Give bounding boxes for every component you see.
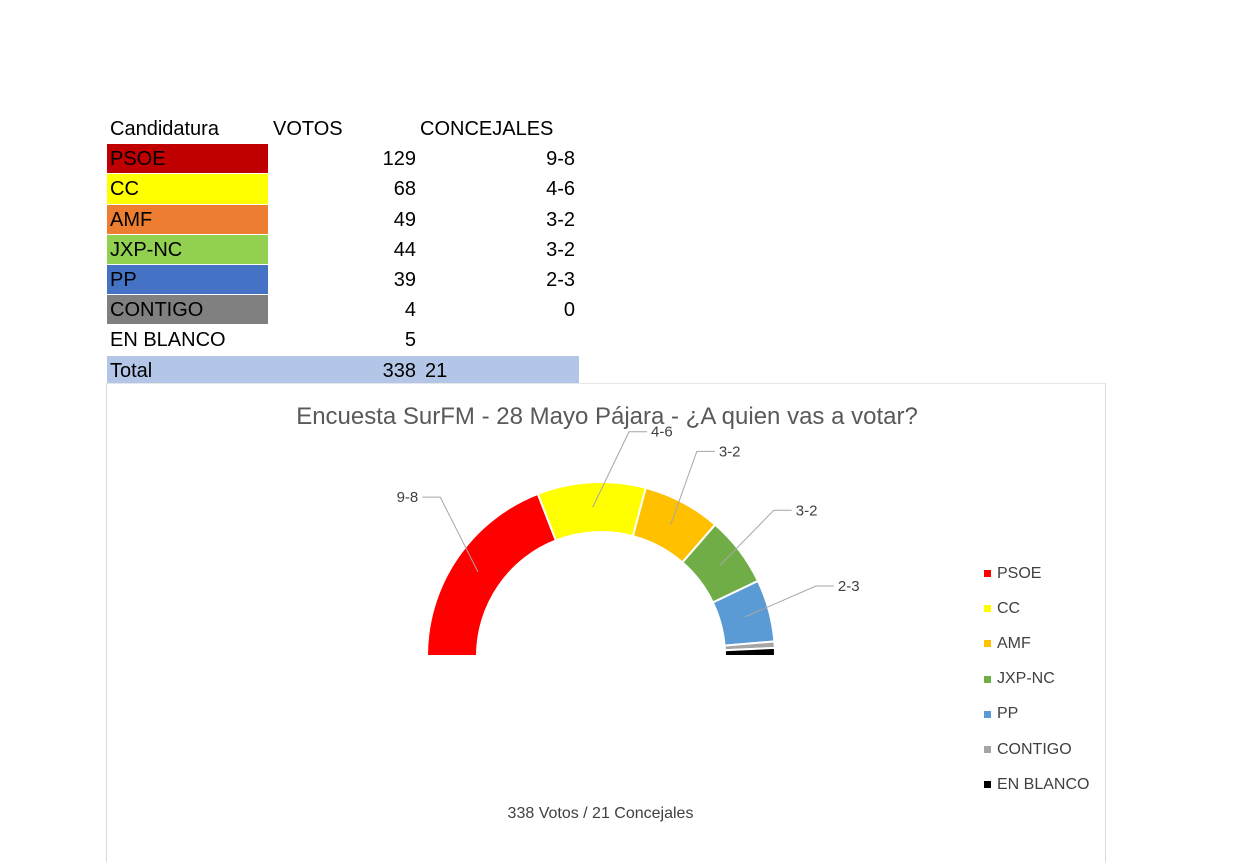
- table-header-row: Candidatura VOTOS CONCEJALES: [107, 114, 579, 144]
- legend-item: CC: [984, 591, 1089, 626]
- row-votos: 49: [393, 208, 416, 231]
- row-candidatura: EN BLANCO: [110, 329, 226, 352]
- leader-line: [422, 496, 479, 573]
- legend-swatch: [984, 746, 991, 754]
- row-votos: 39: [393, 269, 416, 292]
- legend-label: PSOE: [997, 564, 1042, 582]
- chart-panel: Encuesta SurFM - 28 Mayo Pájara - ¿A qui…: [106, 383, 1106, 862]
- legend-swatch: [984, 640, 991, 648]
- row-candidatura: JXP-NC: [107, 234, 270, 265]
- legend-swatch: [984, 605, 991, 613]
- table-row: PP 39 2-3: [107, 264, 579, 296]
- data-label: 4-6: [651, 424, 673, 441]
- chart-subtitle: 338 Votos / 21 Concejales: [507, 805, 694, 822]
- row-concejales: 4-6: [546, 178, 575, 201]
- legend-item: AMF: [984, 626, 1089, 661]
- row-candidatura: PSOE: [107, 144, 270, 175]
- legend-swatch: [984, 781, 991, 789]
- row-concejales: 0: [563, 299, 575, 322]
- row-votos: 5: [404, 329, 416, 352]
- data-label: 9-8: [397, 489, 419, 506]
- total-row: Total 338 21: [107, 355, 579, 386]
- legend-swatch: [984, 710, 991, 718]
- row-concejales: 3-2: [546, 208, 575, 231]
- row-votos: 68: [393, 178, 416, 201]
- legend-item: CONTIGO: [984, 732, 1089, 767]
- header-concejales: CONCEJALES: [420, 118, 554, 141]
- legend-swatch: [984, 570, 991, 578]
- row-votos: 4: [404, 299, 416, 322]
- total-votes: 338: [270, 355, 418, 386]
- row-candidatura: PP: [107, 264, 270, 296]
- legend-label: PP: [997, 705, 1019, 723]
- table-row: AMF 49 3-2: [107, 204, 579, 235]
- legend-label: AMF: [997, 634, 1031, 652]
- leader-line: [744, 585, 834, 618]
- legend-item: EN BLANCO: [984, 767, 1089, 802]
- legend-label: EN BLANCO: [997, 775, 1090, 793]
- header-candidatura: Candidatura: [110, 118, 219, 141]
- row-votos: 129: [382, 148, 416, 171]
- half-doughnut-chart: 9-8 4-6 3-2 3-2 2-3: [397, 424, 860, 657]
- table-row: CONTIGO 4 0: [107, 295, 579, 326]
- legend-item: PSOE: [984, 556, 1089, 591]
- legend-item: PP: [984, 697, 1089, 732]
- doughnut-slice-en-blanco: [723, 646, 777, 657]
- legend-swatch: [984, 675, 991, 683]
- row-concejales: 9-8: [546, 148, 575, 171]
- row-candidatura: AMF: [107, 204, 270, 235]
- leader-line: [719, 509, 792, 567]
- table-row: EN BLANCO 5: [107, 325, 579, 355]
- doughnut-slice-psoe: [425, 492, 558, 657]
- total-seats: 21: [418, 355, 579, 386]
- table-row: JXP-NC 44 3-2: [107, 234, 579, 265]
- leader-line: [670, 450, 715, 525]
- table-row: PSOE 129 9-8: [107, 144, 579, 175]
- header-votos: VOTOS: [273, 118, 343, 141]
- data-label: 3-2: [719, 443, 741, 460]
- results-table: Candidatura VOTOS CONCEJALES PSOE 129 9-8 C…: [107, 114, 579, 386]
- row-concejales: 2-3: [546, 269, 575, 292]
- legend-item: JXP-NC: [984, 662, 1089, 697]
- data-label: 3-2: [796, 502, 818, 519]
- row-votos: 44: [393, 238, 416, 261]
- legend-label: JXP-NC: [997, 670, 1055, 688]
- chart-legend: PSOE CC AMF JXP-NC PP CONTIGO EN BLANCO: [984, 556, 1089, 802]
- chart-title: Encuesta SurFM - 28 Mayo Pájara - ¿A qui…: [296, 403, 918, 430]
- row-candidatura: CC: [107, 174, 270, 205]
- leader-line: [592, 431, 648, 508]
- total-label: Total: [107, 355, 270, 386]
- legend-label: CC: [997, 599, 1021, 617]
- table-row: CC 68 4-6: [107, 174, 579, 205]
- row-candidatura: CONTIGO: [107, 295, 270, 326]
- row-concejales: 3-2: [546, 238, 575, 261]
- row-concejales: [418, 325, 579, 355]
- doughnut-slice-cc: [536, 481, 647, 542]
- legend-label: CONTIGO: [997, 740, 1072, 758]
- data-label: 2-3: [838, 578, 860, 595]
